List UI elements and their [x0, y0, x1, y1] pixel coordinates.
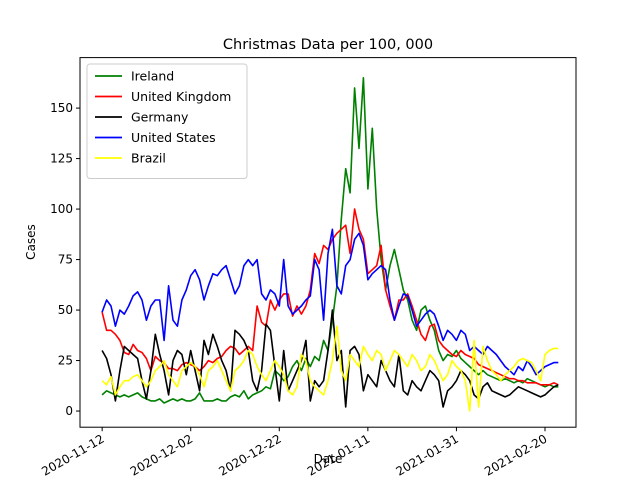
y-tick-label: 100 [50, 202, 73, 216]
series-line-brazil [101, 325, 559, 412]
legend: Ireland United Kingdom Germany United State… [86, 63, 248, 179]
legend-label-united-states: United States [131, 130, 216, 145]
y-tick-label: 75 [58, 253, 73, 267]
legend-label-ireland: Ireland [131, 69, 174, 84]
y-axis-label: Cases [24, 224, 38, 260]
plot-lines [101, 77, 559, 412]
legend-label-germany: Germany [131, 110, 189, 125]
legend-box [86, 63, 248, 179]
y-tick-label: 50 [58, 303, 73, 317]
series-line-germany [101, 309, 559, 408]
y-axis: 0 25 50 75 100 125 150 [50, 101, 80, 418]
chart-title: Christmas Data per 100, 000 [223, 37, 433, 53]
plot-frame [79, 57, 577, 428]
y-tick-label: 150 [50, 101, 73, 115]
y-tick-label: 0 [65, 404, 73, 418]
x-axis-label: Date [314, 452, 343, 466]
legend-label-united-kingdom: United Kingdom [131, 89, 231, 104]
y-tick-label: 25 [58, 354, 73, 368]
legend-label-brazil: Brazil [131, 151, 166, 166]
y-tick-label: 125 [50, 152, 73, 166]
